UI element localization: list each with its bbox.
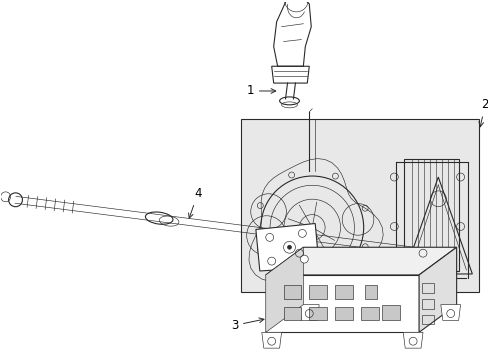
Text: 2: 2 (478, 98, 488, 127)
Bar (308, 307, 326, 320)
Polygon shape (255, 224, 319, 271)
Polygon shape (261, 332, 281, 348)
Bar (265, 275, 418, 332)
Bar (334, 307, 352, 320)
Polygon shape (265, 247, 456, 275)
Circle shape (287, 245, 291, 249)
Bar (241, 119, 478, 292)
Text: 3: 3 (230, 318, 264, 332)
Bar (421, 315, 433, 324)
Bar (360, 307, 378, 320)
Bar (283, 285, 301, 299)
Polygon shape (403, 332, 422, 348)
Circle shape (300, 255, 307, 263)
Bar (302, 287, 324, 295)
Polygon shape (440, 305, 460, 320)
Circle shape (265, 233, 273, 241)
Polygon shape (299, 305, 319, 320)
Bar (364, 285, 376, 299)
Polygon shape (418, 247, 456, 332)
Circle shape (267, 257, 275, 265)
Bar (382, 305, 400, 320)
Circle shape (298, 229, 305, 237)
Bar (404, 159, 458, 271)
Bar (421, 283, 433, 293)
Polygon shape (265, 247, 303, 332)
Bar (334, 285, 352, 299)
Text: 4: 4 (188, 187, 201, 218)
Bar (421, 299, 433, 309)
Text: 1: 1 (246, 85, 275, 98)
Bar (283, 307, 301, 320)
Bar (308, 285, 326, 299)
